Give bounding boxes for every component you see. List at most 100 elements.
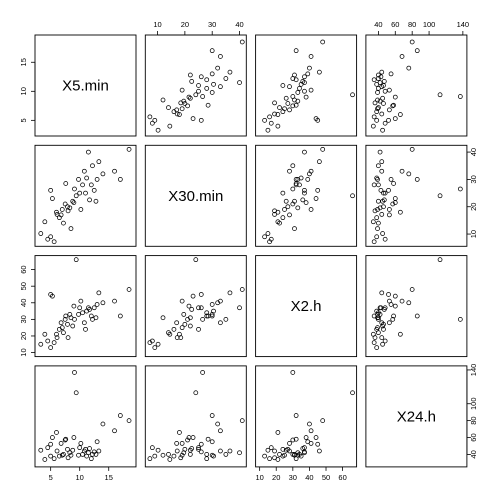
x-tick-label: 30 — [289, 473, 297, 482]
data-point — [372, 335, 378, 341]
data-point — [285, 101, 291, 106]
data-point — [186, 94, 192, 100]
data-point — [91, 187, 97, 193]
data-point — [378, 187, 384, 193]
data-point — [70, 447, 76, 453]
data-point — [77, 305, 83, 311]
y-tick-label: 140 — [469, 364, 478, 377]
diagonal-label: X30.min — [168, 188, 223, 205]
x-tick-label: 60 — [391, 20, 399, 29]
data-point — [287, 212, 292, 218]
panel-1-0 — [34, 144, 137, 247]
data-point — [374, 215, 380, 221]
y-tick-label: 50 — [19, 282, 28, 290]
data-point — [305, 71, 311, 77]
data-point — [200, 316, 206, 322]
x-tick-label: 15 — [105, 473, 113, 482]
data-point — [196, 83, 201, 88]
data-point — [189, 307, 195, 312]
data-point — [56, 453, 62, 459]
data-point — [397, 209, 403, 215]
data-point — [149, 445, 155, 451]
data-point — [290, 186, 296, 192]
data-point — [96, 290, 102, 296]
data-point — [305, 439, 311, 445]
data-point — [198, 292, 204, 297]
y-tick-label: 80 — [469, 416, 478, 424]
data-point — [265, 231, 271, 236]
data-point — [275, 430, 281, 435]
data-point — [190, 293, 196, 299]
data-point — [187, 72, 193, 78]
data-point — [409, 146, 415, 152]
data-point — [171, 326, 177, 332]
data-point — [313, 435, 319, 440]
data-point — [386, 87, 392, 93]
data-point — [215, 65, 221, 71]
data-point — [218, 54, 223, 59]
data-point — [372, 208, 378, 214]
data-point — [377, 80, 383, 85]
data-point — [374, 175, 380, 181]
data-point — [96, 159, 102, 165]
data-point — [160, 315, 166, 321]
data-point — [166, 330, 171, 336]
data-point — [147, 114, 153, 120]
data-point — [73, 390, 79, 396]
data-point — [96, 448, 102, 454]
data-point — [377, 98, 383, 104]
data-point — [391, 313, 396, 319]
data-point — [381, 79, 387, 84]
x-tick-label: 80 — [408, 20, 416, 29]
data-point — [313, 116, 319, 121]
data-point — [59, 452, 65, 458]
data-point — [227, 290, 233, 296]
data-point — [78, 298, 84, 304]
panel-1-3 — [365, 144, 468, 247]
data-point — [155, 127, 161, 133]
data-point — [397, 331, 403, 337]
panel-0-3 — [365, 34, 468, 137]
data-point — [67, 450, 73, 456]
data-point — [186, 435, 192, 440]
data-point — [457, 186, 463, 192]
data-point — [59, 207, 65, 212]
data-point — [390, 201, 396, 207]
data-point — [65, 321, 70, 327]
data-point — [292, 198, 297, 204]
data-point — [58, 212, 64, 218]
data-point — [42, 219, 48, 225]
data-point — [457, 94, 463, 99]
data-point — [239, 39, 245, 45]
data-point — [272, 455, 277, 461]
data-point — [379, 69, 385, 75]
data-point — [91, 305, 97, 311]
data-point — [376, 72, 381, 78]
data-point — [414, 313, 420, 319]
data-point — [280, 83, 286, 88]
data-point — [382, 88, 388, 94]
data-point — [117, 177, 123, 182]
data-point — [376, 315, 381, 321]
data-point — [267, 456, 272, 462]
data-point — [204, 86, 210, 91]
data-point — [371, 239, 377, 245]
data-point — [290, 437, 296, 443]
data-point — [315, 187, 321, 193]
data-point — [302, 449, 307, 455]
data-point — [437, 257, 443, 263]
data-point — [38, 447, 44, 453]
panel-0-2 — [255, 34, 358, 137]
data-point — [209, 313, 215, 319]
data-point — [350, 92, 355, 98]
x-tick-label: 10 — [76, 473, 84, 482]
data-point — [262, 117, 267, 123]
data-point — [265, 127, 271, 133]
data-point — [277, 105, 282, 110]
data-point — [198, 441, 204, 447]
data-point — [204, 452, 210, 457]
data-point — [313, 196, 319, 201]
data-point — [376, 220, 381, 226]
y-tick-label: 10 — [19, 348, 28, 356]
data-point — [100, 421, 106, 427]
